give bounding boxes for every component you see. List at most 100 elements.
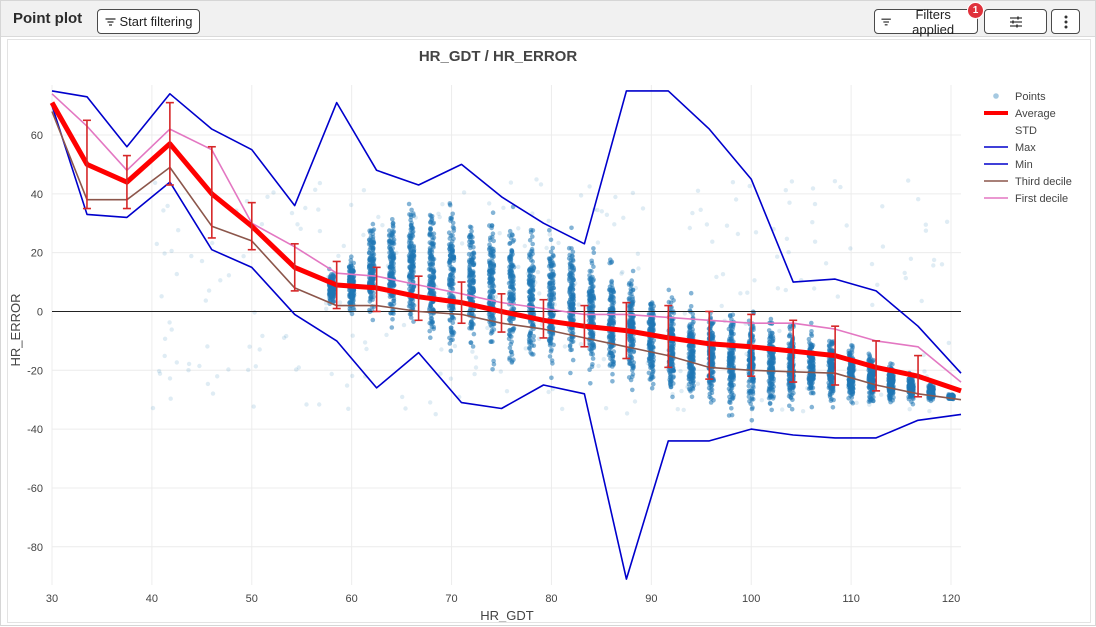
scatter-point xyxy=(488,339,493,344)
scatter-point xyxy=(510,327,515,332)
scatter-point xyxy=(647,338,652,343)
scatter-point xyxy=(731,180,735,184)
scatter-point xyxy=(175,272,179,276)
scatter-point xyxy=(690,344,695,349)
scatter-point xyxy=(611,320,616,325)
scatter-point xyxy=(548,257,553,262)
scatter-point xyxy=(569,348,574,353)
scatter-point xyxy=(790,179,794,183)
scatter-point xyxy=(516,226,520,230)
scatter-point xyxy=(428,335,433,340)
scatter-point xyxy=(507,257,512,262)
scatter-point xyxy=(429,322,434,327)
scatter-point xyxy=(530,259,535,264)
scatter-point xyxy=(610,260,615,265)
scatter-point xyxy=(608,297,613,302)
scatter-point xyxy=(613,195,617,199)
scatter-point xyxy=(727,413,732,418)
scatter-point xyxy=(530,234,535,239)
scatter-point xyxy=(547,325,552,330)
scatter-point xyxy=(811,373,816,378)
scatter-point xyxy=(571,293,576,298)
scatter-point xyxy=(784,288,788,292)
scatter-point xyxy=(452,255,457,260)
scatter-point xyxy=(729,392,734,397)
scatter-point xyxy=(205,344,209,348)
scatter-point xyxy=(452,316,457,321)
scatter-point xyxy=(529,300,534,305)
scatter-point xyxy=(407,202,412,207)
scatter-point xyxy=(768,402,773,407)
scatter-point xyxy=(667,288,672,293)
scatter-point xyxy=(338,300,342,304)
scatter-point xyxy=(432,221,437,226)
scatter-point xyxy=(547,228,552,233)
scatter-point xyxy=(260,334,264,338)
panel-header: Point plot Start filtering Filters appli… xyxy=(1,1,1095,37)
filter-icon xyxy=(105,17,116,27)
scatter-point xyxy=(768,375,773,380)
scatter-point xyxy=(549,238,554,243)
scatter-point xyxy=(474,365,478,369)
scatter-point xyxy=(869,394,874,399)
scatter-point xyxy=(750,407,755,412)
scatter-point xyxy=(409,208,414,213)
scatter-point xyxy=(471,263,476,268)
scatter-point xyxy=(472,332,477,337)
scatter-point xyxy=(669,377,674,382)
more-options-button[interactable] xyxy=(1051,9,1080,34)
scatter-point xyxy=(904,276,908,280)
scatter-point xyxy=(690,395,695,400)
scatter-point xyxy=(612,349,617,354)
scatter-point xyxy=(571,250,576,255)
scatter-point xyxy=(390,317,395,322)
scatter-point xyxy=(449,349,454,354)
scatter-point xyxy=(629,283,634,288)
scatter-point xyxy=(752,278,756,282)
scatter-point xyxy=(451,237,456,242)
filters-applied-button[interactable]: Filters applied xyxy=(874,9,978,34)
scatter-point xyxy=(332,299,337,304)
scatter-point xyxy=(460,241,464,245)
scatter-point xyxy=(728,374,733,379)
scatter-point xyxy=(916,197,920,201)
scatter-point xyxy=(448,341,453,346)
scatter-point xyxy=(527,341,532,346)
scatter-point xyxy=(571,266,576,271)
scatter-point xyxy=(509,273,514,278)
scatter-point xyxy=(350,295,355,300)
scatter-point xyxy=(669,349,674,354)
scatter-point xyxy=(429,313,434,318)
scatter-point xyxy=(387,239,392,244)
scatter-point xyxy=(317,402,321,406)
scatter-point xyxy=(591,356,596,361)
scatter-point xyxy=(448,260,453,265)
scatter-point xyxy=(808,342,813,347)
start-filtering-button[interactable]: Start filtering xyxy=(97,9,200,34)
scatter-point xyxy=(705,222,709,226)
scatter-point xyxy=(667,369,672,374)
scatter-point xyxy=(550,289,555,294)
scatter-point xyxy=(469,312,474,317)
chart-settings-button[interactable] xyxy=(984,9,1047,34)
scatter-point xyxy=(744,352,748,356)
scatter-point xyxy=(294,367,298,371)
scatter-point xyxy=(371,237,376,242)
scatter-point xyxy=(530,323,535,328)
scatter-point xyxy=(691,349,696,354)
scatter-point xyxy=(710,383,715,388)
scatter-point xyxy=(747,384,752,389)
scatter-point xyxy=(868,372,873,377)
scatter-point xyxy=(604,406,608,410)
scatter-point xyxy=(809,321,814,326)
scatter-point xyxy=(868,384,873,389)
scatter-point xyxy=(775,255,779,259)
scatter-point xyxy=(246,368,250,372)
scatter-point xyxy=(510,249,515,254)
scatter-point xyxy=(671,298,676,303)
scatter-point xyxy=(342,244,346,248)
scatter-point xyxy=(870,303,874,307)
scatter-point xyxy=(689,291,694,296)
scatter-point xyxy=(371,222,376,227)
scatter-point xyxy=(363,340,367,344)
